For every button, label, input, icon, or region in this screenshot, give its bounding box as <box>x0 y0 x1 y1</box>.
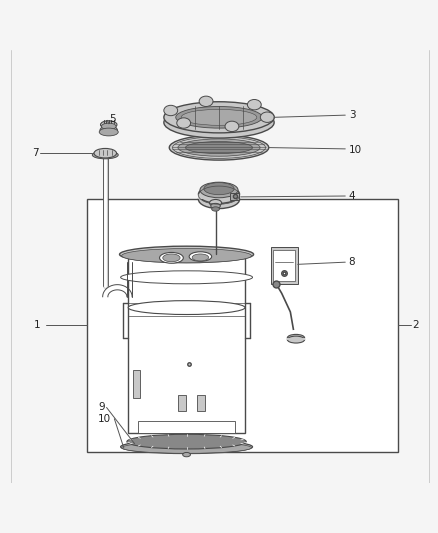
Ellipse shape <box>128 301 245 314</box>
Ellipse shape <box>92 151 118 159</box>
Ellipse shape <box>189 252 212 261</box>
Bar <box>198 195 240 199</box>
Ellipse shape <box>100 121 117 128</box>
Ellipse shape <box>101 123 116 130</box>
Text: 1: 1 <box>34 320 41 330</box>
Ellipse shape <box>211 204 220 208</box>
Ellipse shape <box>212 207 219 211</box>
Ellipse shape <box>199 96 213 107</box>
Text: 3: 3 <box>349 110 355 120</box>
Bar <box>128 258 245 433</box>
Ellipse shape <box>192 254 208 261</box>
Bar <box>273 249 295 281</box>
Ellipse shape <box>225 121 239 132</box>
Text: 8: 8 <box>349 257 355 267</box>
Ellipse shape <box>164 102 274 133</box>
Text: 5: 5 <box>109 115 115 125</box>
Ellipse shape <box>287 336 304 343</box>
Text: 2: 2 <box>413 320 419 330</box>
Ellipse shape <box>164 107 274 138</box>
Text: 7: 7 <box>32 148 39 158</box>
Ellipse shape <box>163 254 180 262</box>
Ellipse shape <box>181 109 257 125</box>
Bar <box>138 421 236 433</box>
Bar <box>198 395 205 411</box>
Bar <box>271 247 298 284</box>
Text: 4: 4 <box>349 191 355 201</box>
Ellipse shape <box>204 183 234 195</box>
Ellipse shape <box>120 246 254 263</box>
Ellipse shape <box>100 126 117 135</box>
Ellipse shape <box>164 106 178 116</box>
Ellipse shape <box>173 137 265 158</box>
Bar <box>230 192 239 200</box>
Bar <box>287 338 304 340</box>
Ellipse shape <box>260 112 274 123</box>
Ellipse shape <box>99 128 118 136</box>
Ellipse shape <box>159 253 184 263</box>
Ellipse shape <box>122 248 251 263</box>
Ellipse shape <box>183 453 191 457</box>
Ellipse shape <box>120 440 253 454</box>
Bar <box>134 370 140 398</box>
Ellipse shape <box>247 100 261 110</box>
Ellipse shape <box>287 334 304 341</box>
Bar <box>87 199 399 453</box>
Ellipse shape <box>209 199 222 206</box>
Ellipse shape <box>122 442 251 453</box>
Ellipse shape <box>178 139 260 156</box>
Ellipse shape <box>120 271 253 284</box>
Ellipse shape <box>185 142 253 154</box>
Ellipse shape <box>177 118 191 128</box>
Ellipse shape <box>169 135 269 160</box>
Text: 9: 9 <box>98 402 105 412</box>
Ellipse shape <box>94 149 117 158</box>
Ellipse shape <box>198 185 240 204</box>
Ellipse shape <box>198 190 240 208</box>
Text: 10: 10 <box>98 414 111 424</box>
Ellipse shape <box>127 434 246 449</box>
Ellipse shape <box>200 182 238 198</box>
Bar <box>178 395 186 411</box>
Text: 10: 10 <box>349 145 362 155</box>
Ellipse shape <box>176 107 262 128</box>
